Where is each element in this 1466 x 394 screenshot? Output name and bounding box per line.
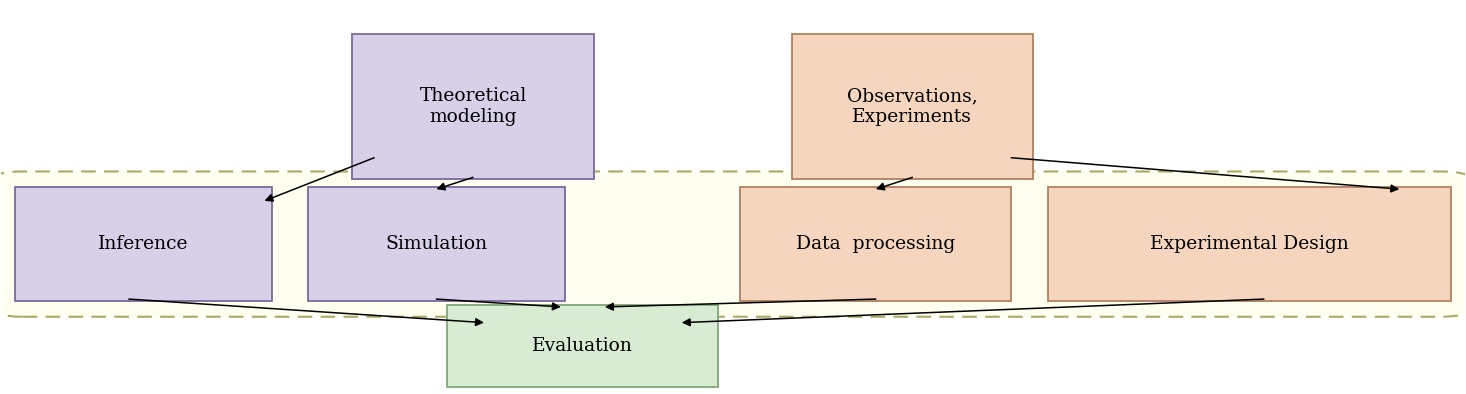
FancyBboxPatch shape [308, 187, 564, 301]
Text: Experimental Design: Experimental Design [1149, 235, 1349, 253]
Text: Simulation: Simulation [386, 235, 488, 253]
FancyBboxPatch shape [740, 187, 1012, 301]
FancyBboxPatch shape [1048, 187, 1451, 301]
FancyBboxPatch shape [447, 305, 718, 387]
FancyBboxPatch shape [792, 34, 1034, 179]
Text: Theoretical
modeling: Theoretical modeling [419, 87, 526, 126]
Text: Evaluation: Evaluation [532, 337, 633, 355]
Text: Observations,
Experiments: Observations, Experiments [847, 87, 978, 126]
Text: Inference: Inference [98, 235, 189, 253]
Text: Data  processing: Data processing [796, 235, 956, 253]
FancyBboxPatch shape [0, 171, 1466, 317]
FancyBboxPatch shape [352, 34, 594, 179]
FancyBboxPatch shape [15, 187, 271, 301]
